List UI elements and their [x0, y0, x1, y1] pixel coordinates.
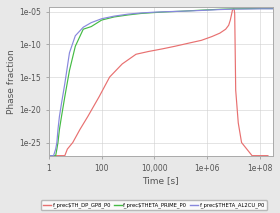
Y-axis label: Phase fraction: Phase fraction	[7, 49, 16, 114]
X-axis label: Time [s]: Time [s]	[143, 176, 179, 185]
Legend: f_prec$TH_DP_GP8_P0, f_prec$THETA_PRIME_P0, f_prec$THETA_AL2CU_P0: f_prec$TH_DP_GP8_P0, f_prec$THETA_PRIME_…	[41, 200, 267, 210]
